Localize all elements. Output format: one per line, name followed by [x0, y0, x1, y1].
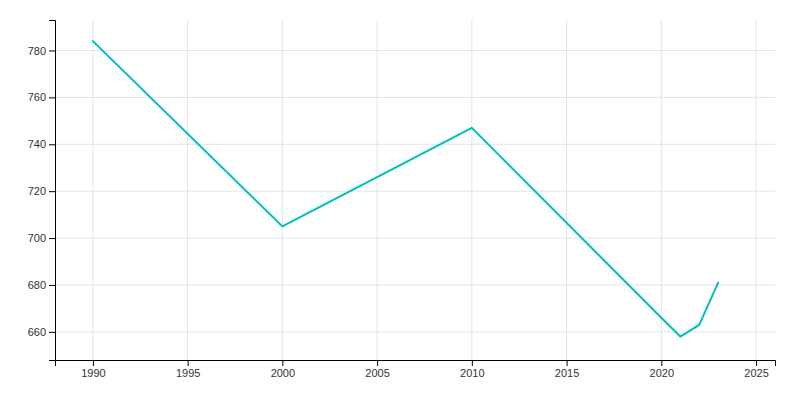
y-axis-line — [49, 21, 56, 361]
y-tick: 780 — [28, 45, 55, 57]
x-tick-label: 2020 — [650, 367, 674, 379]
x-tick-label: 2010 — [460, 367, 484, 379]
y-axis: 660 680 700 720 740 760 780 — [28, 21, 56, 361]
x-grid-line — [92, 20, 93, 360]
x-tick-mark — [661, 360, 662, 366]
x-tick-label: 1990 — [81, 367, 105, 379]
x-tick: 1990 — [81, 360, 105, 379]
x-tick-mark — [377, 360, 378, 366]
x-tick-label: 2025 — [744, 367, 768, 379]
x-grid-line — [661, 20, 662, 360]
x-tick-mark — [282, 360, 283, 366]
x-tick: 2010 — [460, 360, 484, 379]
chart: 1990 1995 2000 2005 2010 2015 2020 2025 660 680 70… — [0, 0, 800, 400]
x-tick-mark — [93, 360, 94, 366]
y-tick-label: 680 — [28, 279, 46, 291]
y-tick-mark — [49, 50, 55, 51]
y-tick: 680 — [28, 279, 55, 291]
y-tick-label: 760 — [28, 91, 46, 103]
x-grid-line — [566, 20, 567, 360]
y-tick: 720 — [28, 185, 55, 197]
grid — [55, 20, 775, 360]
y-tick-mark — [49, 332, 55, 333]
y-grid-line — [55, 238, 775, 239]
y-grid-line — [55, 284, 775, 285]
y-tick: 700 — [28, 232, 55, 244]
plot-area: 1990 1995 2000 2005 2010 2015 2020 2025 660 680 70… — [28, 20, 776, 379]
y-tick-mark — [49, 285, 55, 286]
x-tick: 2005 — [365, 360, 389, 379]
y-grid-line — [55, 97, 775, 98]
x-tick: 2020 — [650, 360, 674, 379]
x-tick-label: 2000 — [271, 367, 295, 379]
x-tick: 1995 — [176, 360, 200, 379]
y-tick-label: 660 — [28, 326, 46, 338]
x-tick-label: 1995 — [176, 367, 200, 379]
y-tick-label: 720 — [28, 185, 46, 197]
x-grid-line — [471, 20, 472, 360]
y-tick: 660 — [28, 326, 55, 338]
x-tick-label: 2015 — [555, 367, 579, 379]
x-tick-mark — [472, 360, 473, 366]
x-grid-line — [377, 20, 378, 360]
x-grid-line — [756, 20, 757, 360]
y-tick-label: 780 — [28, 45, 46, 57]
y-grid-line — [55, 191, 775, 192]
y-tick-mark — [49, 144, 55, 145]
y-grid-line — [55, 331, 775, 332]
y-tick-mark — [49, 97, 55, 98]
x-tick-mark — [188, 360, 189, 366]
x-tick-mark — [756, 360, 757, 366]
x-tick: 2025 — [744, 360, 768, 379]
x-tick: 2015 — [555, 360, 579, 379]
y-grid-line — [55, 144, 775, 145]
y-tick: 740 — [28, 138, 55, 150]
x-grid-line — [282, 20, 283, 360]
x-axis: 1990 1995 2000 2005 2010 2015 2020 2025 — [56, 360, 776, 379]
x-tick: 2000 — [271, 360, 295, 379]
y-tick-mark — [49, 191, 55, 192]
x-axis-line — [56, 361, 776, 367]
y-grid-line — [55, 50, 775, 51]
line — [93, 41, 718, 336]
x-tick-mark — [567, 360, 568, 366]
y-tick-label: 700 — [28, 232, 46, 244]
y-tick-mark — [49, 238, 55, 239]
y-tick-label: 740 — [28, 138, 46, 150]
y-tick: 760 — [28, 91, 55, 103]
x-tick-label: 2005 — [365, 367, 389, 379]
series — [93, 41, 718, 336]
x-grid-line — [187, 20, 188, 360]
